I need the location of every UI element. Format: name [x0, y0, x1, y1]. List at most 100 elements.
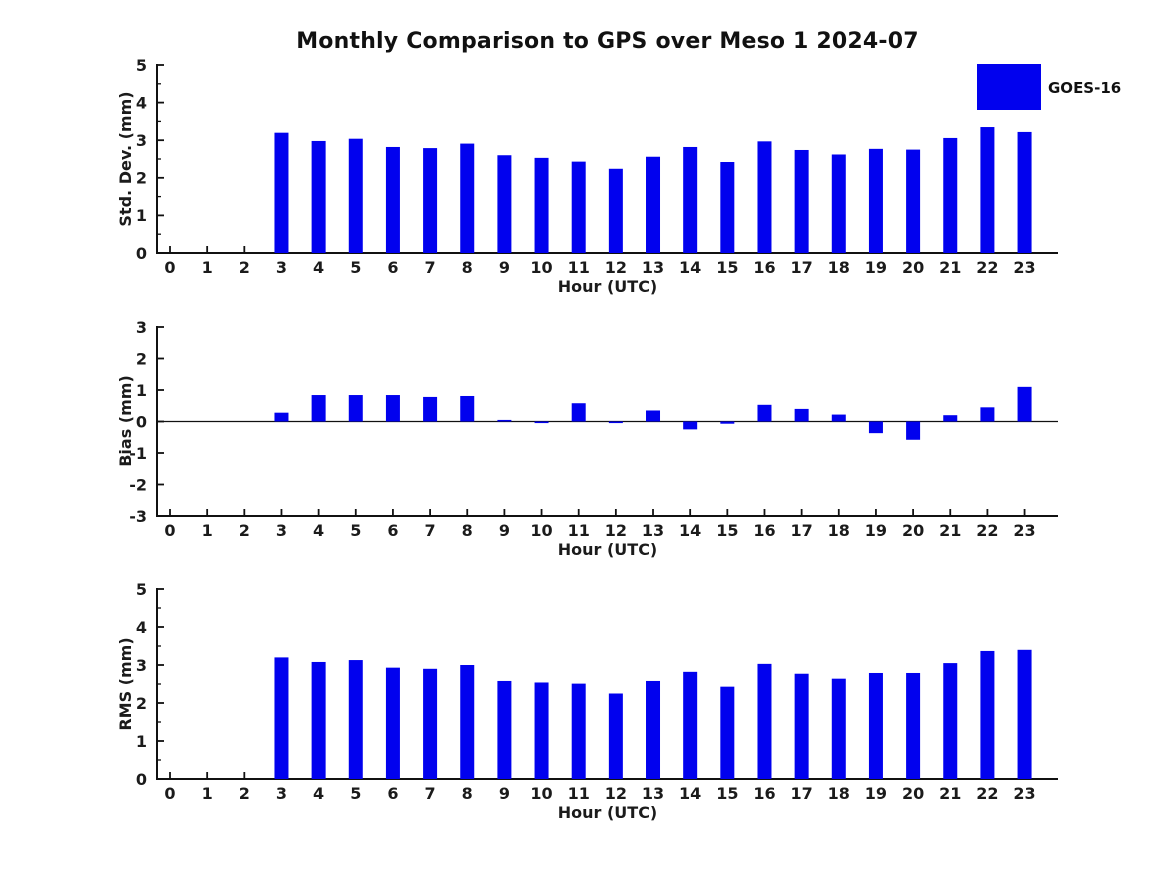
std-dev-bar-hour-6 [385, 146, 400, 253]
y-tick-label: 3 [136, 318, 147, 337]
std-dev-bar-hour-14 [683, 146, 698, 253]
std-dev-bar-hour-9 [497, 155, 512, 253]
x-tick-label: 4 [313, 784, 324, 803]
std-dev-bar-hour-11 [571, 161, 586, 253]
std-dev-bar-hour-18 [831, 154, 846, 253]
rms-bar-hour-6 [385, 667, 400, 779]
x-tick-label: 0 [164, 258, 175, 277]
x-tick-label: 17 [791, 784, 813, 803]
x-tick-label: 15 [716, 784, 738, 803]
y-tick-label: 1 [136, 206, 147, 225]
y-tick-label: 5 [136, 56, 147, 75]
x-tick-label: 19 [865, 521, 887, 540]
y-tick-label: 0 [136, 244, 147, 263]
std-dev-bar-hour-23 [1017, 131, 1032, 253]
x-tick-label: 6 [387, 521, 398, 540]
std-dev-bar-hour-12 [608, 168, 623, 253]
rms-bar-hour-12 [608, 693, 623, 779]
x-tick-label: 2 [239, 258, 250, 277]
rms-bar-hour-10 [534, 682, 549, 779]
bias-bar-hour-20 [906, 421, 921, 440]
bias-bar-hour-21 [943, 415, 958, 422]
rms-bar-hour-8 [460, 665, 475, 779]
x-tick-label: 20 [902, 521, 924, 540]
std-dev-bar-hour-3 [274, 132, 289, 253]
x-tick-label: 16 [753, 521, 775, 540]
x-tick-label: 15 [716, 521, 738, 540]
rms-x-axis-label: Hour (UTC) [557, 803, 658, 822]
y-tick-label: -2 [129, 475, 147, 494]
std-dev-bar-hour-17 [794, 149, 809, 253]
std-dev-bar-hour-10 [534, 157, 549, 253]
bias-bar-hour-22 [980, 407, 995, 422]
bias-bar-hour-13 [646, 410, 661, 422]
x-tick-label: 0 [164, 521, 175, 540]
legend-label: GOES-16 [1048, 79, 1122, 97]
x-tick-label: 16 [753, 784, 775, 803]
rms-bar-hour-13 [646, 680, 661, 779]
x-tick-label: 23 [1013, 521, 1035, 540]
x-tick-label: 3 [276, 784, 287, 803]
rms-bar-hour-17 [794, 673, 809, 779]
x-tick-label: 14 [679, 784, 701, 803]
rms-bar-hour-16 [757, 663, 772, 779]
x-tick-label: 19 [865, 784, 887, 803]
x-tick-label: 20 [902, 258, 924, 277]
rms-bar-hour-20 [906, 672, 921, 779]
bias-bar-hour-12 [608, 421, 623, 424]
std-dev-bar-hour-8 [460, 143, 475, 253]
x-tick-label: 8 [462, 784, 473, 803]
rms-bar-hour-5 [348, 660, 363, 779]
x-tick-label: 4 [313, 258, 324, 277]
rms-bar-hour-4 [311, 661, 326, 779]
x-tick-label: 2 [239, 784, 250, 803]
x-tick-label: 23 [1013, 784, 1035, 803]
legend-swatch [977, 64, 1041, 110]
x-tick-label: 5 [350, 784, 361, 803]
bias-bar-hour-16 [757, 404, 772, 422]
y-tick-label: 4 [136, 93, 147, 112]
x-tick-label: 13 [642, 521, 664, 540]
x-tick-label: 9 [499, 258, 510, 277]
y-tick-label: 1 [136, 732, 147, 751]
x-tick-label: 18 [828, 784, 850, 803]
bias-bar-hour-4 [311, 395, 326, 422]
rms-bar-hour-21 [943, 663, 958, 779]
x-tick-label: 10 [530, 784, 552, 803]
x-tick-label: 11 [568, 784, 590, 803]
x-tick-label: 16 [753, 258, 775, 277]
x-tick-label: 23 [1013, 258, 1035, 277]
x-tick-label: 13 [642, 784, 664, 803]
x-tick-label: 3 [276, 258, 287, 277]
x-tick-label: 15 [716, 258, 738, 277]
std-dev-bar-hour-21 [943, 137, 958, 253]
std-dev-bar-hour-7 [423, 148, 438, 253]
x-tick-label: 1 [202, 521, 213, 540]
rms-bar-hour-7 [423, 668, 438, 779]
y-tick-label: 5 [136, 580, 147, 599]
x-tick-label: 21 [939, 784, 961, 803]
bias-bar-hour-6 [385, 395, 400, 422]
bias-bar-hour-14 [683, 421, 698, 430]
rms-bar-hour-22 [980, 650, 995, 779]
x-tick-label: 22 [976, 784, 998, 803]
x-tick-label: 22 [976, 521, 998, 540]
bias-bar-hour-15 [720, 421, 735, 424]
y-tick-label: 2 [136, 169, 147, 188]
std-dev-bar-hour-15 [720, 162, 735, 253]
x-tick-label: 12 [605, 521, 627, 540]
bias-bar-hour-8 [460, 395, 475, 422]
rms-bar-hour-9 [497, 680, 512, 779]
std-dev-bar-hour-19 [868, 148, 883, 253]
x-tick-label: 4 [313, 521, 324, 540]
x-tick-label: 8 [462, 521, 473, 540]
y-tick-label: 4 [136, 618, 147, 637]
bias-bar-hour-9 [497, 419, 512, 422]
y-tick-label: 2 [136, 349, 147, 368]
y-tick-label: 3 [136, 656, 147, 675]
std-dev-bar-hour-13 [646, 156, 661, 253]
bias-bar-hour-5 [348, 395, 363, 422]
y-tick-label: 0 [136, 412, 147, 431]
x-tick-label: 7 [425, 258, 436, 277]
